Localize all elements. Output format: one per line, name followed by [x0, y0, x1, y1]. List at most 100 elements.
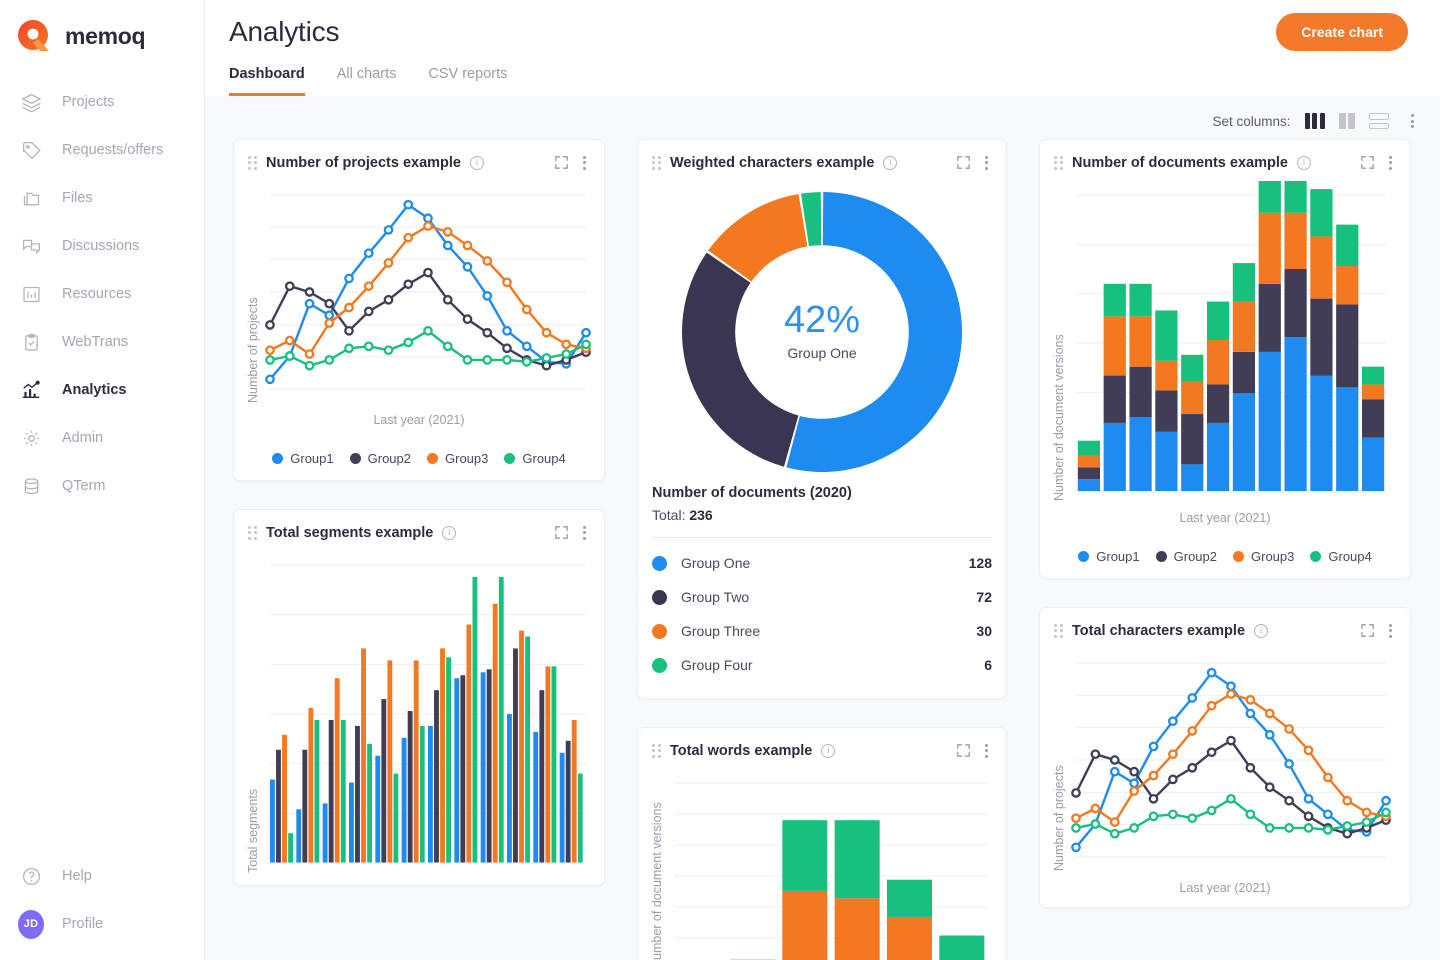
database-icon	[18, 473, 44, 499]
analytics-icon	[18, 377, 44, 403]
sidebar-item-files[interactable]: Files	[0, 174, 204, 222]
list-item[interactable]: Group Three 30	[652, 614, 992, 648]
line-chart-plot	[1071, 662, 1391, 858]
question-circle-icon	[18, 863, 44, 889]
sidebar-item-help[interactable]: Help	[0, 852, 204, 900]
expand-icon[interactable]	[553, 154, 570, 171]
info-icon[interactable]: i	[883, 155, 898, 170]
sidebar-item-profile[interactable]: JD Profile	[0, 900, 204, 948]
legend-item-group3[interactable]: Group3	[1233, 549, 1294, 564]
page-title: Analytics	[229, 16, 340, 47]
dashboard-content: Set columns: Number of projects example …	[205, 96, 1440, 960]
expand-icon[interactable]	[553, 524, 570, 541]
sidebar-item-webtrans[interactable]: WebTrans	[0, 318, 204, 366]
legend-label: Group3	[1251, 549, 1295, 564]
info-icon[interactable]: i	[1296, 155, 1311, 170]
legend-dot-group-three	[652, 623, 667, 639]
one-column-icon[interactable]	[1369, 113, 1389, 129]
sidebar-item-analytics[interactable]: Analytics	[0, 366, 204, 414]
create-chart-button[interactable]: Create chart	[1276, 13, 1408, 51]
list-item[interactable]: Group One 128	[652, 546, 992, 580]
legend-label: Group2	[1173, 549, 1217, 564]
clipboard-check-icon	[18, 329, 44, 355]
legend-item-group4[interactable]: Group4	[1310, 549, 1372, 564]
legend-value: 6	[984, 657, 992, 673]
info-icon[interactable]: i	[470, 155, 484, 170]
tab-dashboard[interactable]: Dashboard	[229, 66, 305, 96]
card-title: Total characters example	[1072, 622, 1246, 639]
card-menu-icon[interactable]	[981, 743, 992, 758]
legend-item-group2[interactable]: Group2	[1155, 549, 1217, 564]
toolbar-more-icon[interactable]	[1403, 114, 1414, 128]
drag-handle-icon[interactable]	[652, 743, 661, 758]
sidebar-item-label: Resources	[62, 286, 132, 302]
drag-handle-icon[interactable]	[248, 155, 257, 170]
drag-handle-icon[interactable]	[1054, 623, 1063, 638]
card-total-segments-example: Total segments example i Total segments	[233, 509, 605, 886]
legend-label: Group Three	[681, 623, 761, 639]
expand-icon[interactable]	[955, 742, 972, 759]
list-item[interactable]: Group Four 6	[652, 648, 992, 682]
plot-area	[260, 551, 592, 873]
card-header: Total segments example i	[234, 510, 604, 551]
sidebar-item-qterm[interactable]: QTerm	[0, 462, 204, 510]
tab-all-charts[interactable]: All charts	[336, 66, 397, 82]
expand-icon[interactable]	[1359, 622, 1376, 639]
expand-icon[interactable]	[955, 154, 972, 171]
chart-body: Number of projects Last year (2021)	[234, 181, 604, 439]
legend-item-group3[interactable]: Group3	[427, 451, 488, 466]
line-chart-plot	[265, 194, 591, 390]
tab-csv-reports[interactable]: CSV reports	[428, 66, 508, 82]
brand[interactable]: memoq	[0, 0, 204, 68]
sidebar-item-resources[interactable]: Resources	[0, 270, 204, 318]
legend-item-group4[interactable]: Group4	[504, 451, 566, 466]
info-icon[interactable]: i	[442, 525, 457, 540]
list-item[interactable]: Group Two 72	[652, 580, 992, 614]
donut-plot	[682, 192, 962, 472]
legend-label: Group4	[1328, 549, 1372, 564]
card-menu-icon[interactable]	[1385, 155, 1396, 170]
stacked-bar-chart-plot	[1076, 181, 1386, 492]
expand-icon[interactable]	[1359, 154, 1376, 171]
card-menu-icon[interactable]	[579, 155, 590, 170]
x-axis-label: Last year (2021)	[1179, 881, 1271, 895]
sidebar-item-label: WebTrans	[62, 334, 129, 350]
total-label: Total:	[652, 507, 686, 523]
two-columns-icon[interactable]	[1338, 113, 1355, 129]
drag-handle-icon[interactable]	[248, 525, 257, 540]
stacked-bar-chart-plot	[674, 782, 988, 960]
card-weighted-characters-example: Weighted characters example i 42%	[637, 139, 1007, 699]
sidebar-item-requests-offers[interactable]: Requests/offers	[0, 126, 204, 174]
sidebar-item-projects[interactable]: Projects	[0, 78, 204, 126]
sidebar-item-admin[interactable]: Admin	[0, 414, 204, 462]
legend-dot-group-four	[652, 657, 667, 673]
legend-value: 128	[968, 555, 992, 571]
sidebar-item-discussions[interactable]: Discussions	[0, 222, 204, 270]
card-menu-icon[interactable]	[1385, 623, 1396, 638]
card-menu-icon[interactable]	[579, 525, 590, 540]
legend-item-group1[interactable]: Group1	[272, 451, 334, 466]
info-icon[interactable]: i	[1254, 623, 1269, 638]
chart-body: Number of projects Last year (2021)	[1040, 649, 1410, 907]
drag-handle-icon[interactable]	[1054, 155, 1063, 170]
drag-handle-icon[interactable]	[652, 155, 661, 170]
card-number-of-projects-example: Number of projects example i Number of p…	[233, 139, 605, 481]
grid-column-1: Number of projects example i Number of p…	[233, 139, 605, 886]
three-columns-icon[interactable]	[1304, 113, 1325, 129]
y-axis-label: Number of projects	[1052, 765, 1066, 871]
legend-item-group2[interactable]: Group2	[349, 451, 411, 466]
card-title: Total segments example	[266, 524, 434, 541]
legend-value: 72	[976, 589, 992, 605]
columns-toolbar: Set columns:	[205, 96, 1440, 139]
charts-grid: Number of projects example i Number of p…	[205, 139, 1440, 960]
legend-item-group1[interactable]: Group1	[1078, 549, 1140, 564]
info-icon[interactable]: i	[821, 743, 836, 758]
card-menu-icon[interactable]	[981, 155, 992, 170]
sidebar-nav: Projects Requests/offers Files Discussio…	[0, 78, 204, 510]
chart-body: Total segments	[234, 551, 604, 885]
x-axis-label: Last year (2021)	[373, 413, 465, 427]
y-axis-label: Number of projects	[246, 297, 260, 403]
donut-chart: 42% Group One	[638, 181, 1006, 481]
gear-icon	[18, 425, 44, 451]
chart-body: Number of document versions Last year (2…	[1040, 181, 1410, 537]
